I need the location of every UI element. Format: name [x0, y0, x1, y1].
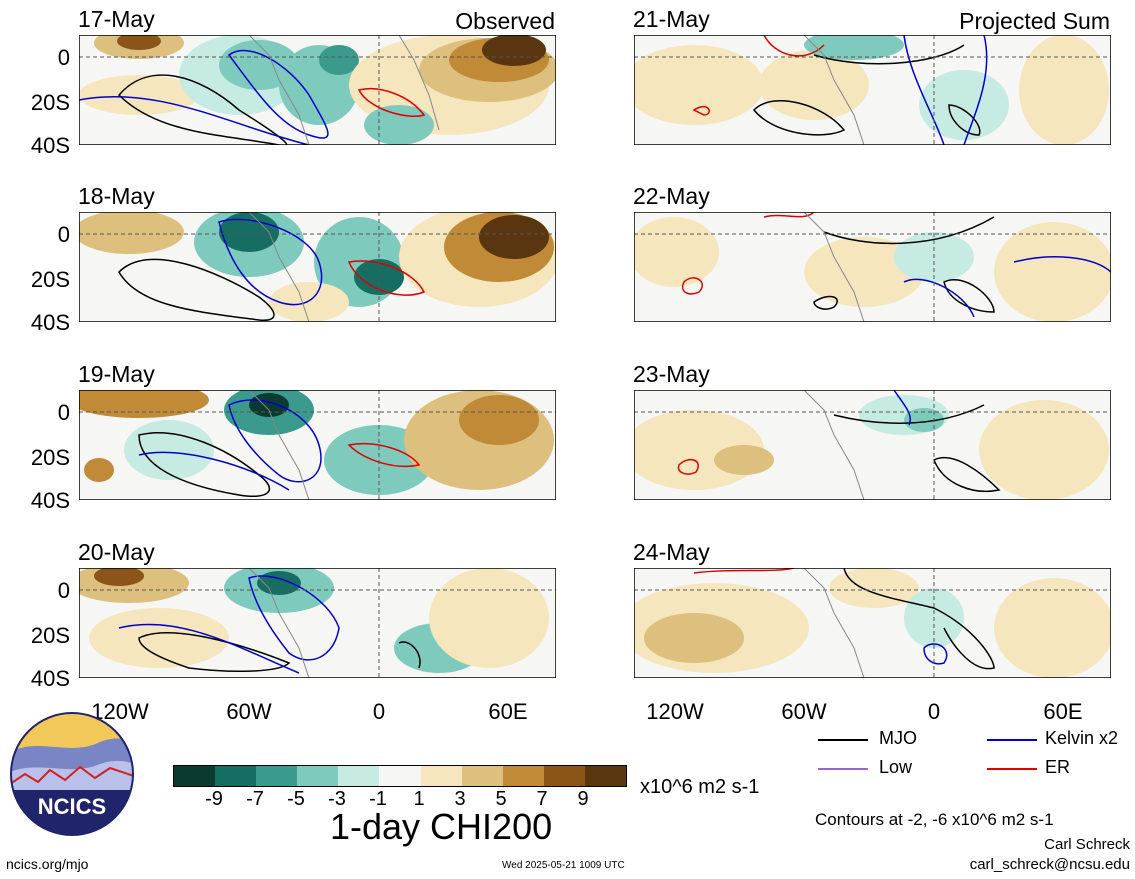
- panel-date-20-may: 20-May: [78, 539, 155, 565]
- map-panel-20-may: [79, 568, 556, 678]
- panel-date-21-may: 21-May: [633, 6, 710, 32]
- y-tick-0: 0: [57, 578, 70, 603]
- legend: MJO Kelvin x2 Low ER: [815, 728, 1135, 788]
- colorbar-swatch-8: [502, 766, 544, 786]
- colorbar-tick: 3: [454, 788, 466, 810]
- x-tick-0: 0: [372, 699, 386, 724]
- logo-text: NCICS: [37, 794, 107, 819]
- map-panel-23-may: [634, 390, 1111, 500]
- colorbar-swatch-9: [543, 766, 585, 786]
- colorbar-tick: 1: [413, 788, 425, 810]
- colorbar-swatch-10: [584, 766, 627, 786]
- map-panel-17-may: [79, 35, 556, 145]
- y-tick-40s: 40S: [30, 666, 70, 691]
- colorbar-swatch-1: [215, 766, 257, 786]
- email[interactable]: carl_schreck@ncsu.edu: [969, 856, 1130, 873]
- panel-label-projected-sum: Projected Sum: [959, 8, 1110, 34]
- panel-date-22-may: 22-May: [633, 183, 710, 209]
- x-tick-60w: 60W: [226, 699, 272, 724]
- legend-line-mjo: [818, 739, 868, 741]
- panel-date-19-may: 19-May: [78, 361, 155, 387]
- timestamp: Wed 2025-05-21 1009 UTC: [502, 860, 625, 871]
- figure-title: 1-day CHI200: [330, 806, 553, 847]
- map-panel-18-may: [79, 212, 556, 322]
- y-tick-20s: 20S: [30, 623, 70, 648]
- y-tick-20s: 20S: [30, 445, 70, 470]
- y-tick-0: 0: [57, 45, 70, 70]
- colorbar-tick: -5: [287, 788, 305, 810]
- colorbar-swatch-4: [338, 766, 380, 786]
- map-panel-22-may: [634, 212, 1111, 322]
- colorbar-tick: -9: [205, 788, 223, 810]
- website-link[interactable]: ncics.org/mjo: [6, 856, 89, 872]
- colorbar-swatch-2: [256, 766, 298, 786]
- y-tick-20s: 20S: [30, 90, 70, 115]
- colorbar-swatch-0: [174, 766, 216, 786]
- colorbar: [173, 765, 627, 787]
- colorbar-tick: 5: [495, 788, 507, 810]
- x-tick-60w: 60W: [781, 699, 827, 724]
- legend-line-low: [818, 768, 868, 770]
- y-tick-0: 0: [57, 222, 70, 247]
- colorbar-tick: 9: [577, 788, 589, 810]
- legend-label-er: ER: [1045, 757, 1071, 777]
- contour-note: Contours at -2, -6 x10^6 m2 s-1: [815, 810, 1054, 829]
- panel-date-23-may: 23-May: [633, 361, 710, 387]
- y-tick-40s: 40S: [30, 133, 70, 158]
- colorbar-swatch-5: [379, 766, 421, 786]
- colorbar-tick: 7: [536, 788, 548, 810]
- legend-label-mjo: MJO: [879, 728, 917, 748]
- x-tick-60e: 60E: [1043, 699, 1083, 724]
- panel-label-observed: Observed: [455, 8, 555, 34]
- x-tick-0: 0: [927, 699, 941, 724]
- author: Carl Schreck: [1044, 836, 1130, 853]
- panel-date-18-may: 18-May: [78, 183, 155, 209]
- x-tick-120w: 120W: [646, 699, 704, 724]
- colorbar-tick: -3: [328, 788, 346, 810]
- y-tick-40s: 40S: [30, 310, 70, 335]
- legend-line-er: [987, 768, 1037, 770]
- y-tick-40s: 40S: [30, 488, 70, 513]
- colorbar-swatch-7: [461, 766, 503, 786]
- legend-label-kelvin: Kelvin x2: [1045, 728, 1119, 748]
- panel-date-17-may: 17-May: [78, 6, 155, 32]
- map-panel-19-may: [79, 390, 556, 500]
- colorbar-units: x10^6 m2 s-1: [640, 776, 760, 798]
- ncics-logo: [10, 712, 134, 836]
- colorbar-tick: -7: [246, 788, 264, 810]
- map-panel-21-may: [634, 35, 1111, 145]
- colorbar-tick: -1: [369, 788, 387, 810]
- y-tick-20s: 20S: [30, 267, 70, 292]
- y-tick-0: 0: [57, 400, 70, 425]
- panel-date-24-may: 24-May: [633, 539, 710, 565]
- legend-label-low: Low: [879, 757, 913, 777]
- legend-line-kelvin: [987, 739, 1037, 741]
- map-panel-24-may: [634, 568, 1111, 678]
- colorbar-swatch-3: [297, 766, 339, 786]
- x-tick-60e: 60E: [488, 699, 528, 724]
- colorbar-swatch-6: [420, 766, 462, 786]
